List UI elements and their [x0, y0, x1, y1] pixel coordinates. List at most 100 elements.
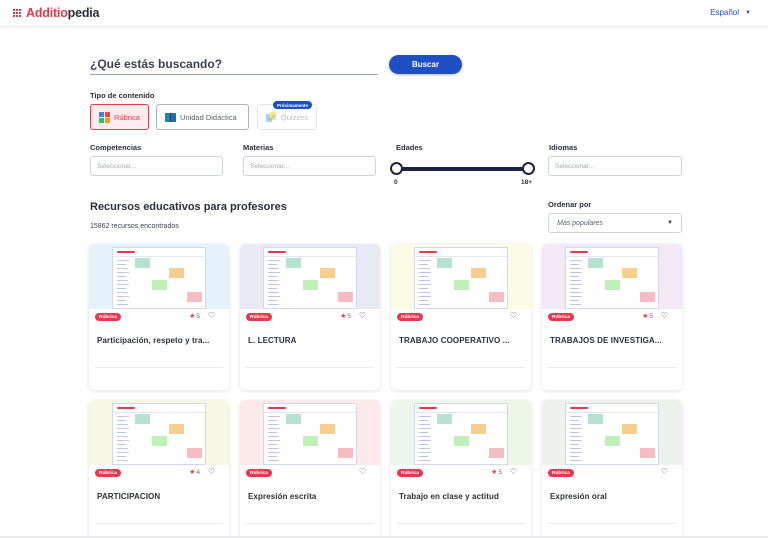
competencias-placeholder: Seleccionar...	[97, 162, 137, 170]
card-divider	[246, 367, 374, 368]
card-thumbnail	[89, 400, 229, 465]
card-rating-value: 4	[196, 469, 200, 476]
age-range-track[interactable]	[396, 167, 529, 171]
card-title[interactable]: Expresión oral	[550, 492, 607, 501]
card-type-badge: Rúbrica	[95, 469, 121, 477]
content-type-unidad[interactable]: Unidad Didáctica	[156, 104, 249, 130]
card-type-badge: Rúbrica	[95, 313, 121, 321]
card-rating: ★4	[189, 468, 200, 476]
chevron-down-icon: ▼	[667, 220, 673, 226]
apps-grid-icon[interactable]	[13, 9, 21, 17]
age-min-handle[interactable]	[390, 162, 403, 175]
top-bar: Additiopedia Español ▼	[0, 0, 768, 27]
materias-label: Materias	[243, 143, 274, 152]
card-rating: ★5	[642, 312, 653, 320]
card-rating-value: 5	[498, 469, 502, 476]
competencias-select[interactable]: Seleccionar...	[90, 156, 223, 176]
card-thumbnail	[542, 244, 682, 309]
language-selector[interactable]: Español ▼	[710, 8, 751, 17]
content-type-quizzes-label: Quizzes	[280, 112, 308, 122]
competencias-label: Competencias	[90, 143, 142, 152]
card-type-badge: Rúbrica	[397, 469, 423, 477]
card-type-badge: Rúbrica	[548, 313, 574, 321]
rubric-preview	[263, 403, 358, 465]
star-icon: ★	[189, 313, 196, 320]
card-title[interactable]: TRABAJOS DE INVESTIGA...	[550, 336, 662, 345]
age-max-value: 18+	[521, 179, 533, 186]
star-icon: ★	[491, 469, 498, 476]
materias-placeholder: Seleccionar...	[250, 162, 290, 170]
favorite-heart-icon[interactable]: ♡	[207, 311, 215, 320]
card-divider	[95, 367, 223, 368]
book-icon	[165, 112, 176, 122]
idiomas-select[interactable]: Seleccionar...	[548, 156, 682, 176]
favorite-heart-icon[interactable]: ♡	[660, 311, 668, 320]
card-divider	[397, 523, 525, 524]
star-icon: ★	[189, 469, 196, 476]
rubric-preview	[263, 247, 358, 309]
sort-select[interactable]: Más populares ▼	[548, 213, 682, 233]
card-rating: ★5	[340, 312, 351, 320]
content-type-label: Tipo de contenido	[90, 91, 155, 100]
results-count: 15862 recursos encontrados	[90, 223, 179, 230]
resource-card[interactable]: Rúbrica ♡ Expresión oral	[542, 400, 682, 538]
search-button[interactable]: Buscar	[389, 55, 462, 74]
edades-label: Edades	[396, 143, 423, 152]
card-rating-value: 5	[347, 313, 351, 320]
resource-card[interactable]: Rúbrica ★5 ♡ Participación, respeto y tra..…	[89, 244, 229, 390]
card-thumbnail	[240, 400, 380, 465]
star-icon: ★	[340, 313, 347, 320]
card-thumbnail	[89, 244, 229, 309]
card-type-badge: Rúbrica	[246, 469, 272, 477]
card-thumbnail	[391, 244, 531, 309]
content-type-rubrica-label: Rúbrica	[114, 112, 140, 122]
rubric-preview	[565, 403, 660, 465]
content-type-unidad-label: Unidad Didáctica	[180, 112, 237, 122]
resource-card[interactable]: Rúbrica ♡ Expresión escrita	[240, 400, 380, 538]
page-bottom-divider	[0, 536, 768, 538]
card-divider	[95, 523, 223, 524]
sort-label: Ordenar por	[548, 200, 592, 209]
favorite-heart-icon[interactable]: ♡	[207, 467, 215, 476]
resource-card[interactable]: Rúbrica ♡ TRABAJO COOPERATIVO ...	[391, 244, 531, 390]
logo[interactable]: Additiopedia	[13, 6, 100, 20]
rubric-preview	[112, 403, 207, 465]
resource-card[interactable]: Rúbrica ★5 ♡ TRABAJOS DE INVESTIGA...	[542, 244, 682, 390]
favorite-heart-icon[interactable]: ♡	[660, 467, 668, 476]
search-field	[90, 55, 378, 75]
favorite-heart-icon[interactable]: ♡	[509, 311, 517, 320]
content-type-rubrica[interactable]: Rúbrica	[90, 104, 149, 130]
resource-card[interactable]: Rúbrica ★5 ♡ L. LECTURA	[240, 244, 380, 390]
card-rating-value: 5	[649, 313, 653, 320]
card-type-badge: Rúbrica	[246, 313, 272, 321]
language-label: Español	[710, 8, 740, 17]
rubric-preview	[565, 247, 660, 309]
card-type-badge: Rúbrica	[548, 469, 574, 477]
card-title[interactable]: Expresión escrita	[248, 492, 317, 501]
favorite-heart-icon[interactable]: ♡	[358, 467, 366, 476]
card-title[interactable]: L. LECTURA	[248, 336, 297, 345]
card-title[interactable]: Participación, respeto y tra...	[97, 336, 210, 345]
card-title[interactable]: Trabajo en clase y actitud	[399, 492, 499, 501]
search-input[interactable]	[90, 55, 378, 73]
card-type-badge: Rúbrica	[397, 313, 423, 321]
card-divider	[548, 523, 676, 524]
rubric-preview	[112, 247, 207, 309]
card-divider	[246, 523, 374, 524]
star-icon: ★	[642, 313, 649, 320]
card-title[interactable]: TRABAJO COOPERATIVO ...	[399, 336, 510, 345]
resource-card[interactable]: Rúbrica ★5 ♡ Trabajo en clase y actitud	[391, 400, 531, 538]
age-max-handle[interactable]	[522, 162, 535, 175]
resource-card[interactable]: Rúbrica ★4 ♡ PARTICIPACION	[89, 400, 229, 538]
logo-text: Additiopedia	[26, 6, 100, 20]
rubric-preview	[414, 247, 509, 309]
materias-select[interactable]: Seleccionar...	[243, 156, 376, 176]
card-title[interactable]: PARTICIPACION	[97, 492, 161, 501]
chevron-down-icon: ▼	[745, 9, 751, 16]
card-divider	[548, 367, 676, 368]
favorite-heart-icon[interactable]: ♡	[509, 467, 517, 476]
card-rating: ★5	[189, 312, 200, 320]
card-rating: ★5	[491, 468, 502, 476]
age-min-value: 0	[394, 179, 398, 186]
favorite-heart-icon[interactable]: ♡	[358, 311, 366, 320]
